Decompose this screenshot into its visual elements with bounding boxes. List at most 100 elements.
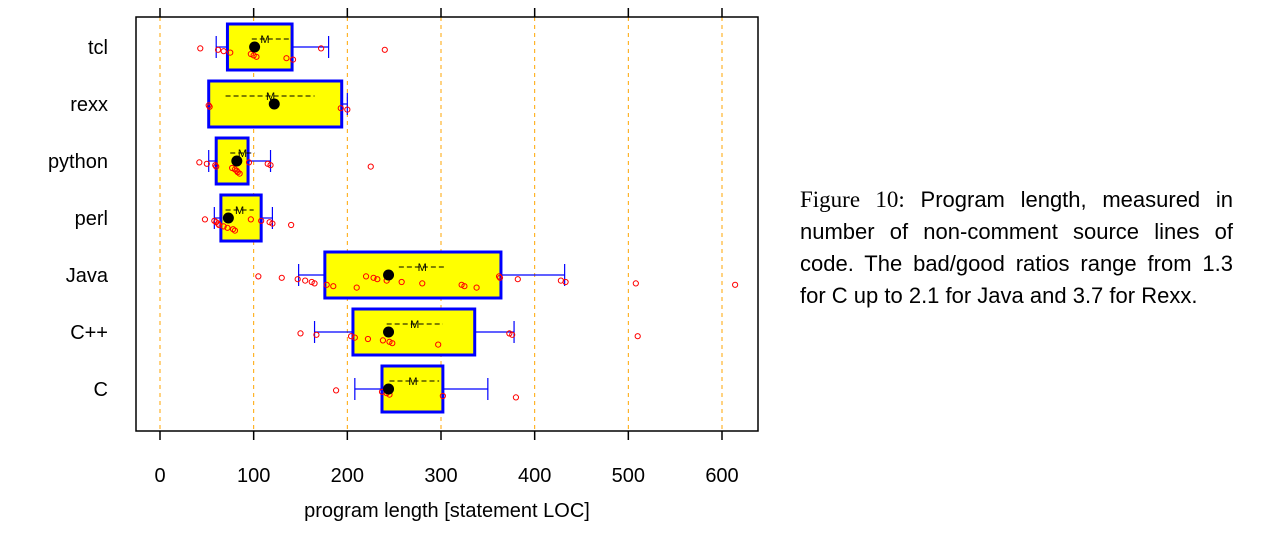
data-point — [562, 278, 569, 286]
y-tick-label: C — [94, 379, 108, 401]
caption-prefix: Figure 10: — [800, 187, 905, 212]
data-point — [297, 330, 304, 337]
data-point — [289, 56, 297, 63]
median-dot — [383, 326, 395, 338]
data-point — [364, 335, 372, 343]
box-group-python: M — [196, 136, 374, 186]
data-point — [255, 273, 262, 280]
median-dot — [383, 269, 395, 281]
data-point — [344, 106, 351, 113]
data-point — [247, 216, 254, 223]
plot-frame — [135, 16, 759, 432]
median-dot — [268, 98, 280, 110]
box-group-perl: M — [201, 193, 295, 243]
data-point — [512, 394, 520, 401]
data-point — [514, 276, 521, 283]
x-tick-label: 0 — [154, 465, 165, 487]
data-point — [302, 277, 309, 284]
data-point — [311, 280, 318, 287]
data-point — [313, 331, 320, 338]
data-point — [212, 162, 219, 169]
data-point — [227, 49, 234, 56]
box-group-c: M — [332, 364, 520, 414]
data-point — [196, 159, 203, 166]
x-tick-label: 100 — [237, 465, 270, 487]
data-point — [495, 273, 503, 280]
data-point — [332, 387, 340, 394]
data-point — [294, 276, 301, 283]
y-tick-label: perl — [75, 208, 108, 230]
data-point — [220, 48, 227, 55]
x-tick-label: 300 — [424, 465, 457, 487]
mean-marker: M — [260, 34, 269, 46]
x-axis: 0 100 200 300 400 500 600 — [154, 8, 739, 487]
median-dot — [231, 155, 243, 167]
median-dot — [383, 383, 395, 395]
x-tick-label: 500 — [612, 465, 645, 487]
gridlines — [159, 17, 723, 431]
data-point — [214, 220, 222, 227]
data-point — [379, 337, 387, 344]
data-point — [351, 334, 358, 341]
box-group-tcl: M — [197, 22, 388, 72]
data-point — [278, 274, 285, 281]
data-point — [214, 46, 222, 53]
data-point — [398, 278, 405, 286]
data-point — [732, 281, 739, 288]
data-point — [267, 162, 274, 169]
x-axis-title: program length [statement LOC] — [304, 500, 590, 522]
data-point — [197, 45, 204, 52]
data-point — [283, 55, 290, 62]
data-point — [367, 163, 374, 170]
data-point — [381, 46, 388, 53]
box-group-cpp: M — [297, 307, 641, 357]
y-tick-label: C++ — [70, 322, 108, 344]
mean-marker: M — [266, 91, 275, 103]
data-point — [258, 217, 265, 224]
box — [351, 307, 477, 357]
median-dot — [222, 212, 234, 224]
box — [323, 250, 503, 300]
data-point — [330, 283, 337, 290]
data-point — [461, 283, 468, 290]
data-point — [509, 331, 516, 338]
y-tick-label: Java — [66, 265, 109, 287]
box-group-java: M — [255, 250, 739, 300]
x-tick-label: 200 — [331, 465, 364, 487]
x-tick-label: 600 — [705, 465, 738, 487]
median-dot — [249, 41, 261, 53]
mean-marker: M — [235, 205, 244, 217]
y-tick-label: tcl — [88, 37, 108, 59]
data-point — [370, 274, 377, 281]
figure-caption: Figure 10: Program length, measured in n… — [800, 184, 1233, 312]
boxplot-groups: M M M M M M M — [196, 22, 739, 414]
data-point — [439, 392, 446, 400]
data-point — [245, 159, 253, 166]
caption-text: Program length, measured in number of no… — [800, 187, 1233, 308]
data-point — [634, 333, 641, 340]
data-point — [337, 105, 344, 112]
y-axis: tcl rexx python perl Java C++ C — [48, 37, 109, 401]
data-point — [323, 281, 330, 288]
data-point — [231, 227, 239, 234]
data-point — [205, 102, 212, 109]
data-point — [220, 223, 227, 230]
data-point — [201, 216, 209, 223]
data-point — [224, 224, 231, 231]
data-point — [496, 274, 504, 281]
data-point — [203, 160, 210, 167]
mean-marker: M — [408, 376, 417, 388]
data-point — [347, 333, 355, 340]
mean-marker: M — [410, 319, 419, 331]
mean-marker: M — [418, 262, 427, 274]
data-point — [206, 103, 213, 110]
data-point — [236, 170, 243, 177]
box-group-rexx: M — [205, 79, 351, 129]
x-tick-label: 400 — [518, 465, 551, 487]
data-point — [318, 45, 325, 52]
data-point — [473, 284, 480, 291]
data-point — [269, 220, 276, 227]
y-tick-label: python — [48, 151, 108, 173]
data-point — [288, 221, 295, 229]
